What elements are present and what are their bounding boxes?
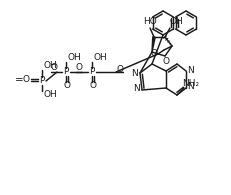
Text: N: N [131,69,138,79]
Text: OH: OH [68,53,81,63]
Text: OH: OH [94,53,107,63]
Text: P: P [63,67,68,76]
Polygon shape [151,37,155,52]
Text: O: O [63,82,70,90]
Text: N: N [187,82,194,91]
Text: OH: OH [44,61,58,71]
Text: O: O [89,82,96,90]
Text: O: O [150,49,157,58]
Text: =: = [15,75,23,85]
Text: O: O [162,57,169,66]
Text: P: P [89,67,94,76]
Text: OH: OH [168,18,182,27]
Text: OH: OH [44,90,58,99]
Text: O: O [75,64,82,73]
Text: O: O [50,64,57,73]
Text: N: N [133,84,140,93]
Text: NH₂: NH₂ [182,80,199,89]
Text: O: O [22,75,29,84]
Text: HO: HO [143,18,156,27]
Text: P: P [39,76,45,85]
Text: N: N [187,66,194,75]
Text: O: O [116,66,123,74]
